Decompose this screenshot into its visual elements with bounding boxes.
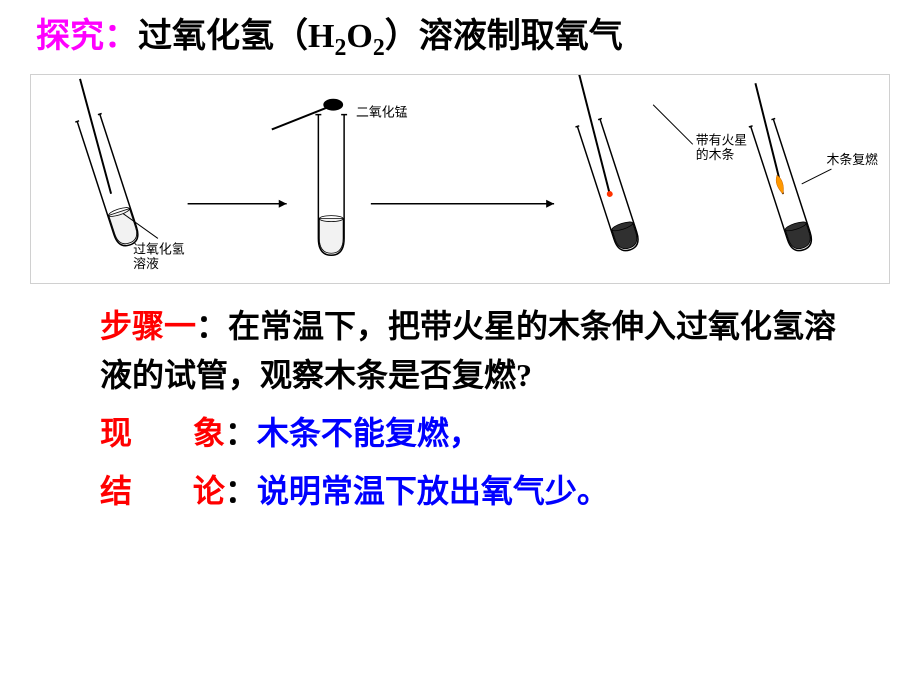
conclusion-label-2: 论 [193,473,225,509]
arrow-1 [188,200,287,208]
title-text-1: 过氧化氢（H [138,18,334,55]
slide: 探究：过氧化氢（H2O2）溶液制取氧气 过氧化氢 溶液 [0,0,920,690]
title-prefix: 探究： [36,18,138,55]
phenomenon-label-2: 象 [193,415,225,451]
title-main: 过氧化氢（H2O2）溶液制取氧气 [138,18,623,55]
phenomenon-label-1: 现 [100,415,132,451]
step-label: 步骤一 [100,308,196,344]
phenomenon-colon: ： [225,415,257,451]
body-text: 步骤一：在常温下，把带火星的木条伸入过氧化氢溶液的试管，观察木条是否复燃? 现 象… [30,302,890,516]
splint-label-line [653,105,693,145]
reignite-label: 木条复燃 [826,152,878,167]
tube-1 [63,76,143,249]
conclusion-paragraph: 结 论：说明常温下放出氧气少。 [100,467,850,517]
arrow-2 [371,200,554,208]
conclusion-colon: ： [225,473,257,509]
title-sub1: 2 [334,35,346,61]
splint-label-1: 带有火星 [696,133,748,147]
step-paragraph: 步骤一：在常温下，把带火星的木条伸入过氧化氢溶液的试管，观察木条是否复燃? [100,302,850,401]
mno2-scoop [272,99,343,130]
phenomenon-paragraph: 现 象：木条不能复燃， [100,409,850,459]
step-colon: ： [196,308,228,344]
tube1-label-2: 溶液 [133,257,159,271]
tube1-label-1: 过氧化氢 [133,242,185,256]
tube-2 [315,114,347,255]
title-text-3: ）溶液制取氧气 [385,18,623,55]
conclusion-text: 说明常温下放出氧气少。 [257,473,609,509]
phenomenon-text: 木条不能复燃， [257,415,481,451]
diagram-svg: 过氧化氢 溶液 二氧化锰 [31,75,889,283]
tube-3 [560,75,643,254]
mno2-label: 二氧化锰 [356,105,408,119]
splint-label-2: 的木条 [696,147,735,162]
experiment-diagram: 过氧化氢 溶液 二氧化锰 [30,74,890,284]
tube-4 [737,81,817,254]
title-sub2: 2 [373,35,385,61]
title-text-2: O [346,18,372,55]
page-title: 探究：过氧化氢（H2O2）溶液制取氧气 [30,8,890,62]
reignite-label-line [802,169,832,184]
conclusion-label-1: 结 [100,473,132,509]
